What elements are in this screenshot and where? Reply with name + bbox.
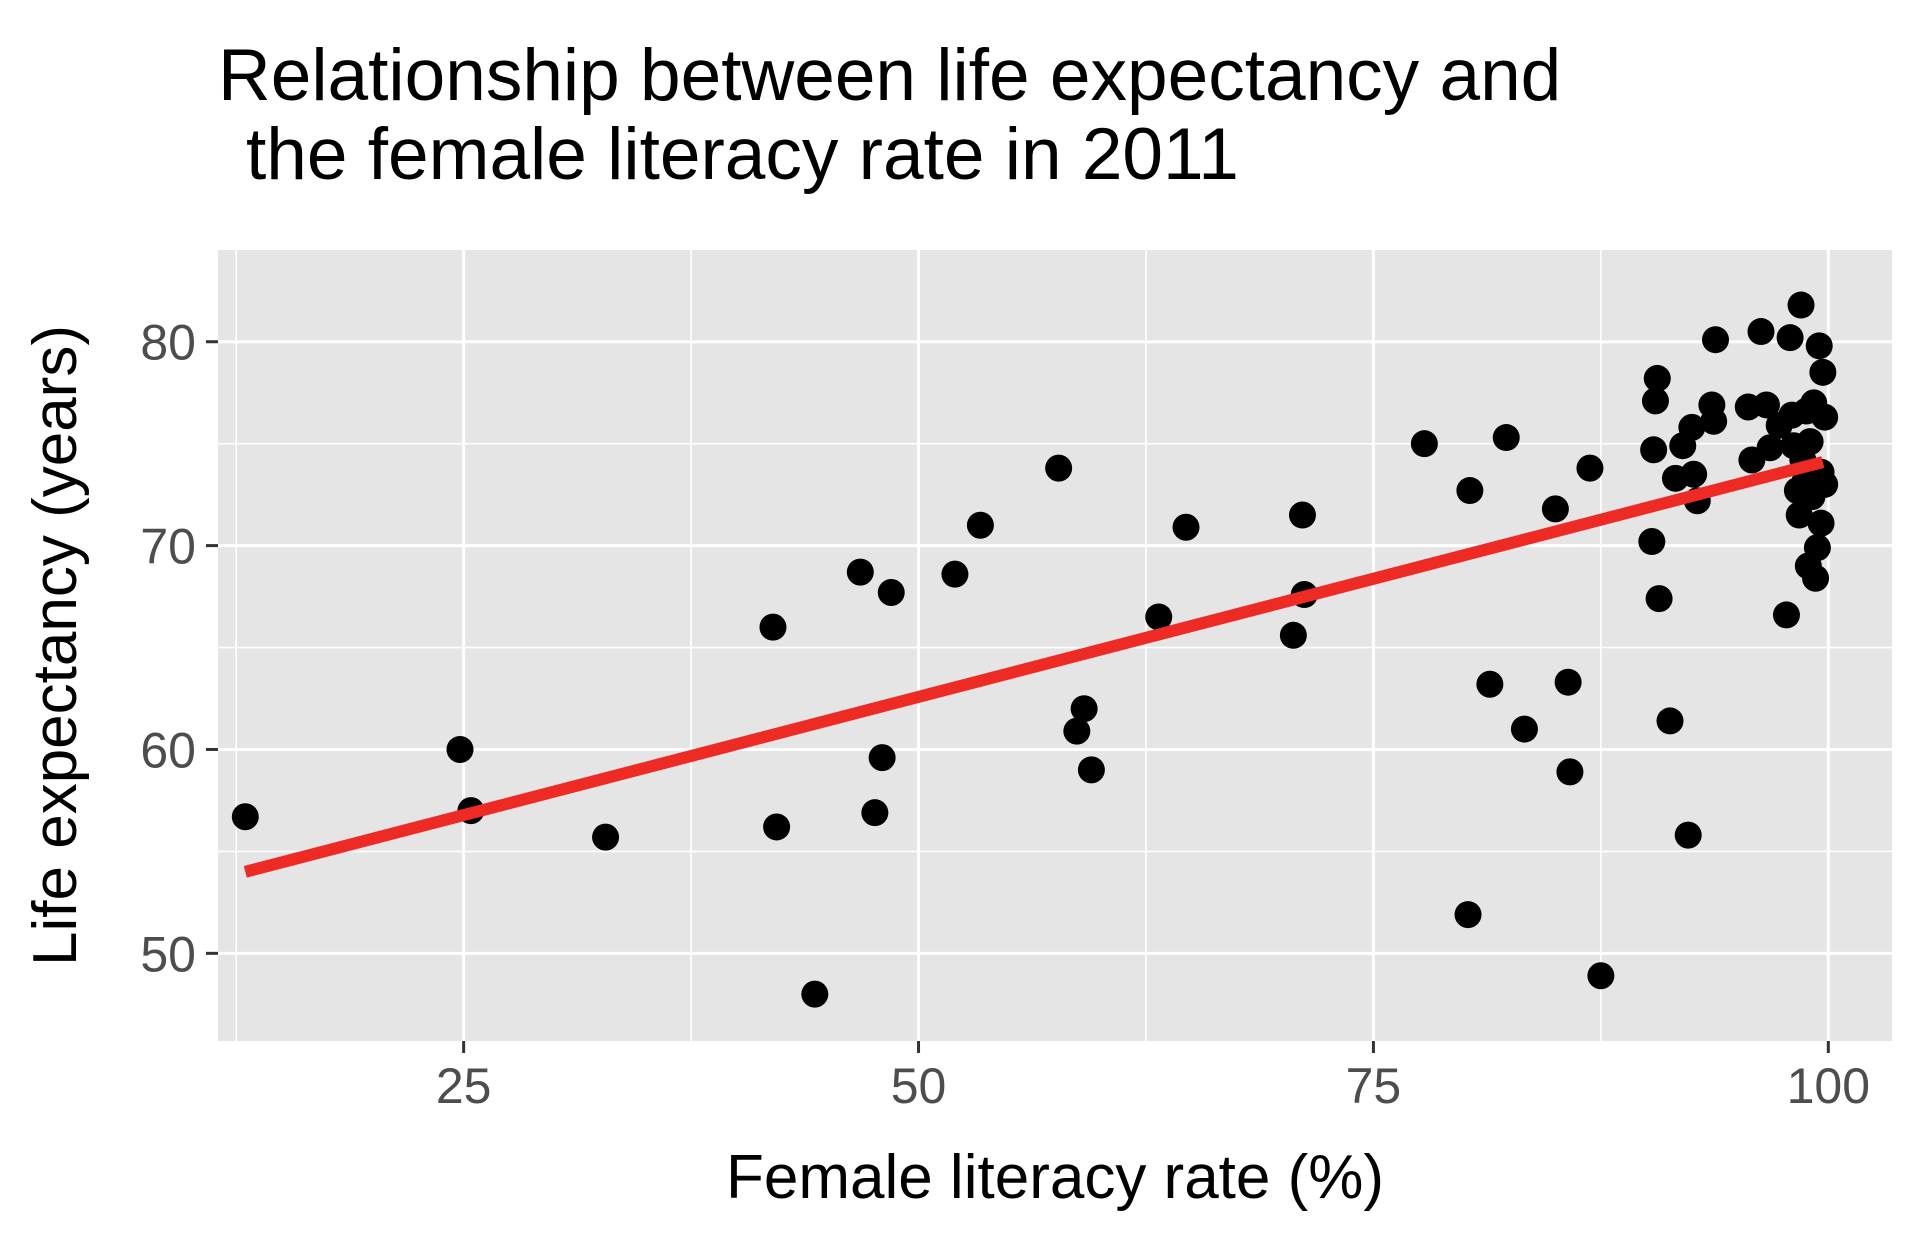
- x-axis-label: Female literacy rate (%): [726, 1143, 1384, 1212]
- data-points: [231, 291, 1839, 1008]
- data-point: [1541, 495, 1569, 523]
- data-point: [1410, 430, 1438, 458]
- chart-title: Relationship between life expectancy and…: [218, 35, 1561, 195]
- data-point: [1645, 585, 1673, 613]
- data-point: [1288, 501, 1316, 529]
- chart-title-line: Relationship between life expectancy and: [218, 35, 1561, 116]
- data-point: [1643, 364, 1671, 392]
- data-point: [861, 799, 889, 827]
- minor-gridlines: [218, 250, 1892, 1041]
- x-tick-label: 25: [436, 1058, 492, 1114]
- y-tick-label: 50: [140, 926, 196, 982]
- data-point: [1802, 564, 1830, 592]
- x-axis: 25 50 75 100: [436, 1041, 1870, 1114]
- data-point: [1063, 717, 1091, 745]
- data-point: [1145, 603, 1173, 631]
- plot-panel: [218, 250, 1892, 1041]
- data-point: [446, 735, 474, 763]
- data-point: [1678, 413, 1706, 441]
- x-tick-label: 50: [891, 1058, 947, 1114]
- data-point: [1556, 758, 1584, 786]
- data-point: [1279, 621, 1307, 649]
- major-gridlines: [218, 250, 1892, 1041]
- data-point: [1807, 509, 1835, 537]
- data-point: [1510, 715, 1538, 743]
- y-axis-label: Life expectancy (years): [21, 325, 90, 966]
- data-point: [1070, 695, 1098, 723]
- y-tick-label: 70: [140, 519, 196, 575]
- y-tick-label: 80: [140, 315, 196, 371]
- data-point: [1796, 428, 1824, 456]
- data-point: [1811, 470, 1839, 498]
- data-point: [1045, 454, 1073, 482]
- data-point: [231, 803, 259, 831]
- data-point: [1747, 318, 1775, 346]
- data-point: [1587, 962, 1615, 990]
- data-point: [1803, 534, 1831, 562]
- data-point: [1641, 387, 1669, 415]
- y-axis: 50 60 70 80: [140, 315, 218, 982]
- data-point: [1752, 391, 1780, 419]
- data-point: [941, 560, 969, 588]
- data-point: [877, 578, 905, 606]
- data-point: [1456, 477, 1484, 505]
- x-tick-label: 100: [1787, 1058, 1870, 1114]
- data-point: [1776, 324, 1804, 352]
- data-point: [1772, 601, 1800, 629]
- trend-line: [243, 456, 1825, 878]
- chart-title-line: the female literacy rate in 2011: [246, 114, 1239, 195]
- data-point: [801, 980, 829, 1008]
- data-point: [1805, 332, 1833, 360]
- data-point: [1702, 326, 1730, 354]
- data-point: [1454, 901, 1482, 929]
- data-point: [759, 613, 787, 641]
- data-point: [1811, 403, 1839, 431]
- data-point: [1576, 454, 1604, 482]
- data-point: [1787, 291, 1815, 319]
- data-point: [1700, 407, 1728, 435]
- data-point: [1656, 707, 1684, 735]
- data-point: [1554, 668, 1582, 696]
- data-point: [1172, 513, 1200, 541]
- data-point: [966, 511, 994, 539]
- data-point: [592, 823, 620, 851]
- data-point: [1674, 821, 1702, 849]
- y-tick-label: 60: [140, 722, 196, 778]
- data-point: [1640, 436, 1668, 464]
- data-point: [1077, 756, 1105, 784]
- data-point: [1476, 670, 1504, 698]
- data-point: [1492, 424, 1520, 452]
- x-tick-label: 75: [1346, 1058, 1402, 1114]
- data-point: [1756, 434, 1784, 462]
- data-point: [868, 744, 896, 772]
- data-point: [1680, 460, 1708, 488]
- data-point: [763, 813, 791, 841]
- data-point: [1809, 358, 1837, 386]
- data-point: [1638, 528, 1666, 556]
- data-point: [846, 558, 874, 586]
